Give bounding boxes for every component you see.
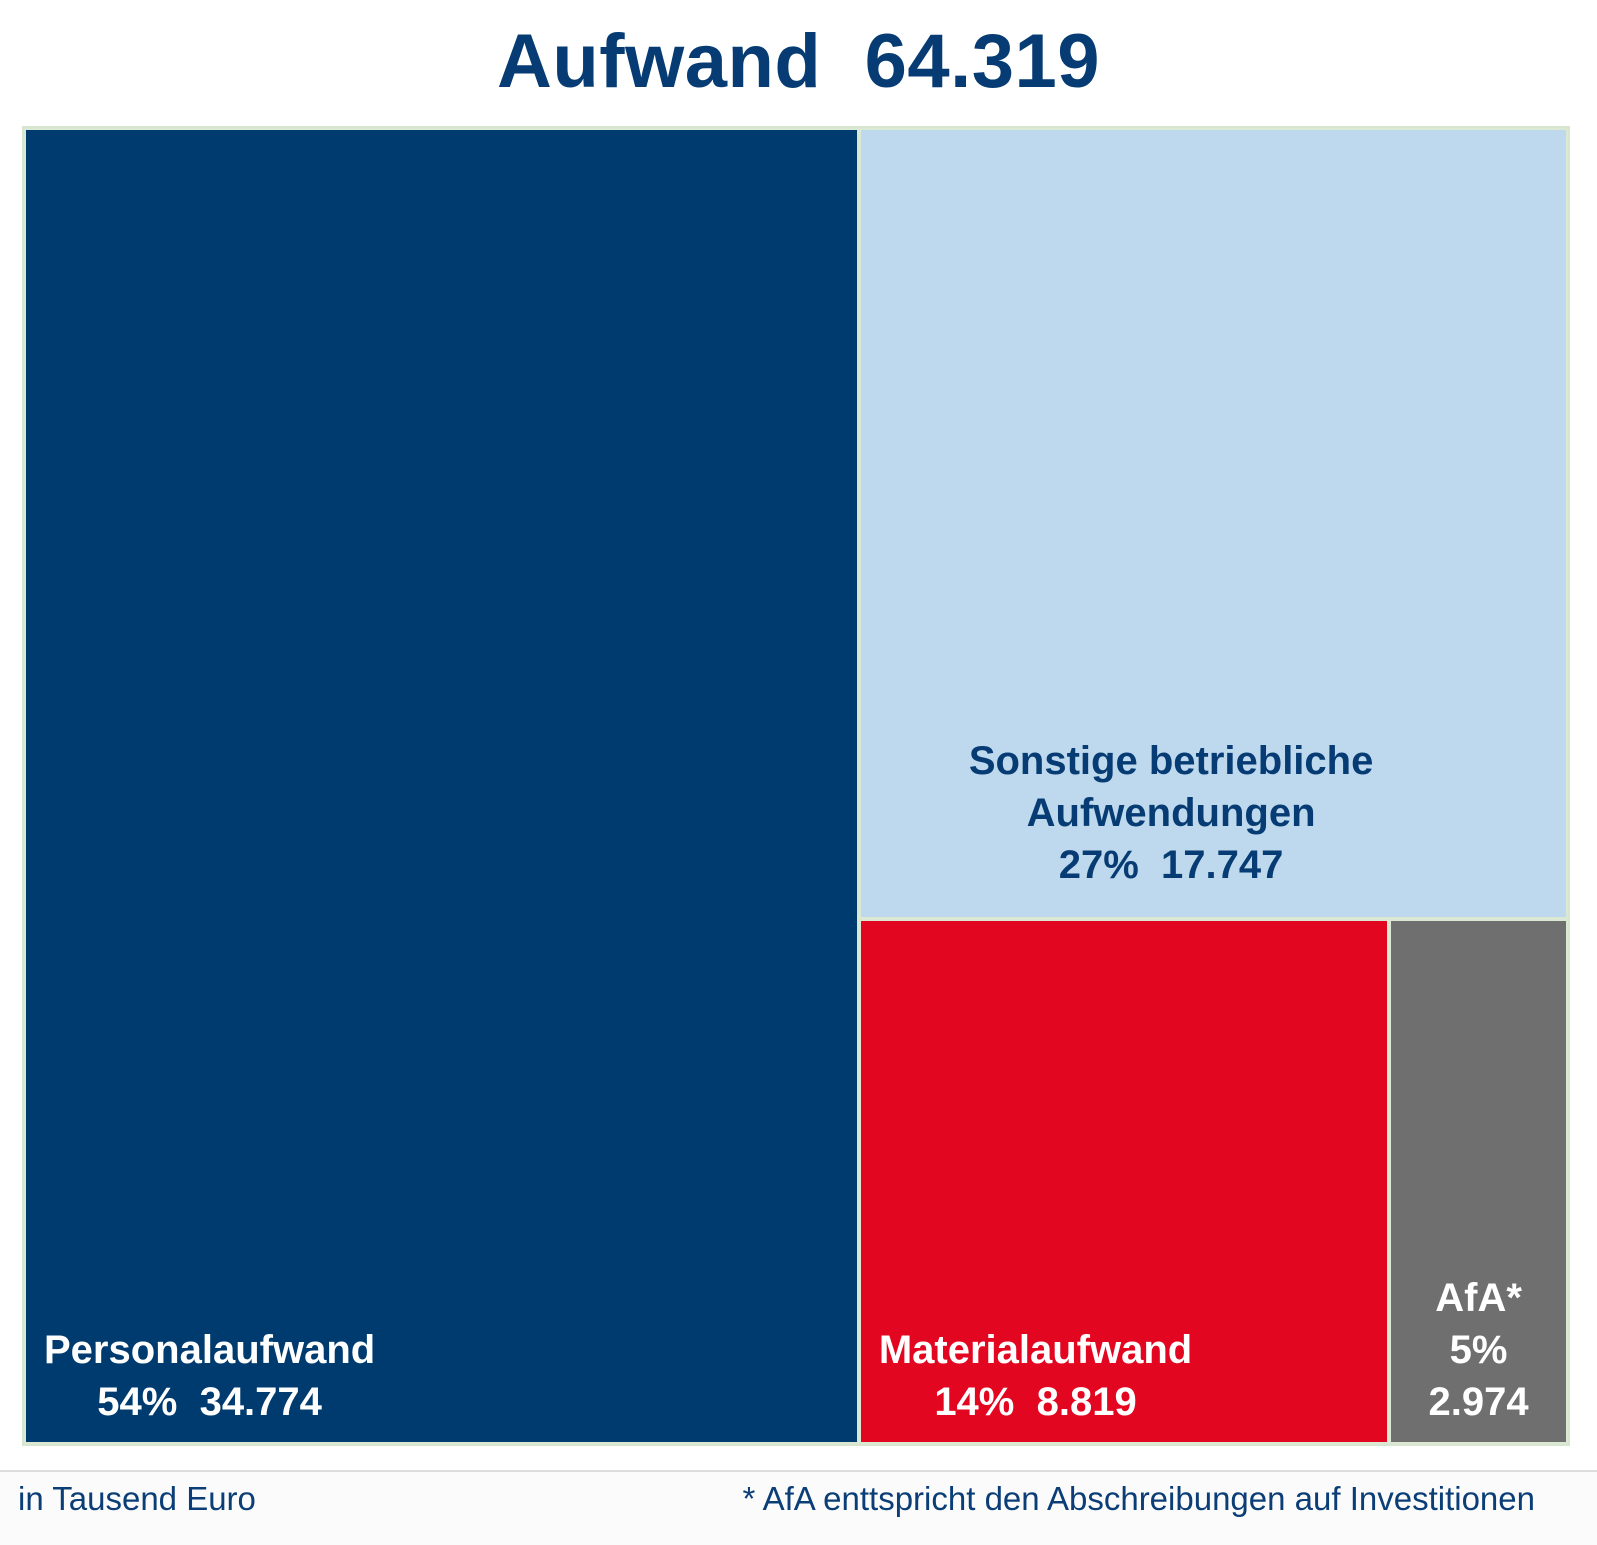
tile-label: Personalaufwand 54% 34.774 [44,1324,375,1428]
treemap-tile-afa: AfA* 5% 2.974 [1389,918,1568,1444]
tile-label-line: 2.974 [1428,1379,1529,1424]
tile-label-line: AfA* [1435,1275,1522,1320]
tile-label-line: 14% 8.819 [934,1379,1137,1424]
tile-label: Materialaufwand 14% 8.819 [879,1324,1192,1428]
treemap-tile-personalaufwand: Personalaufwand 54% 34.774 [24,128,859,1444]
treemap-tile-sonstige-betriebliche-aufwendungen: Sonstige betriebliche Aufwendungen 27% 17.… [858,128,1568,919]
footnote: * AfA enttspricht den Abschreibungen auf… [742,1480,1535,1517]
chart-title: Aufwand 64.319 [496,19,1101,104]
treemap-tile-materialaufwand: Materialaufwand 14% 8.819 [858,918,1390,1444]
tile-label-line: 54% 34.774 [97,1380,322,1424]
unit-note: in Tausend Euro [18,1480,256,1517]
footer-bar: in Tausend Euro * AfA enttspricht den Ab… [0,1470,1597,1545]
tile-label-line: 5% [1449,1327,1508,1372]
tile-label-line: Aufwendungen [1026,790,1316,835]
treemap-area: Personalaufwand 54% 34.774 Sonstige betrie… [22,126,1570,1446]
tile-label: AfA* 5% 2.974 [1391,1272,1566,1428]
tile-label-line: Sonstige betriebliche [968,738,1374,783]
tile-label: Sonstige betriebliche Aufwendungen 27% 17.… [819,735,1524,891]
tile-label-line: 27% 17.747 [1058,842,1284,887]
tile-label-line: Personalaufwand [44,1328,376,1372]
tile-label-line: Materialaufwand [878,1327,1193,1372]
